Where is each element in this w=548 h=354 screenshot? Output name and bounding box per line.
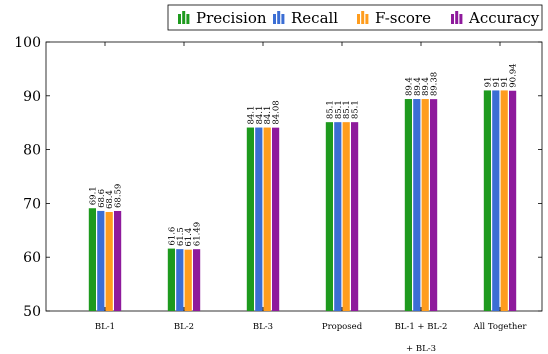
data-label: 85.1	[351, 100, 361, 119]
legend-swatch-bar	[273, 14, 276, 24]
bar-accuracy-1	[114, 210, 122, 311]
data-label: 69.1	[88, 186, 98, 205]
legend: Precision Recall F-score Accuracy	[167, 4, 543, 31]
bar-f-score-1	[105, 212, 113, 311]
data-label: 89.4	[413, 77, 423, 96]
x-category-label: BL-2	[174, 322, 194, 332]
bar-f-score-2	[184, 249, 192, 311]
data-label: 61.4	[184, 228, 194, 247]
bar-recall-2	[176, 249, 184, 311]
bar-accuracy-4	[351, 122, 359, 311]
legend-swatch-bar	[361, 11, 365, 24]
bar-recall-1	[97, 210, 105, 311]
bar-recall-3	[255, 127, 263, 312]
legend-swatch-bar	[182, 11, 186, 24]
data-label: 85.1	[342, 100, 352, 119]
bar-precision-5	[404, 99, 412, 311]
data-label: 89.4	[421, 77, 431, 96]
data-label: 89.38	[430, 72, 440, 96]
bar-precision-1	[88, 208, 96, 311]
data-label: 84.1	[263, 106, 273, 125]
legend-swatch-bar	[186, 14, 190, 24]
legend-label: Accuracy	[468, 9, 540, 27]
bar-accuracy-5	[430, 99, 438, 312]
y-tick-label: 80	[23, 143, 41, 159]
bar-accuracy-6	[509, 90, 517, 311]
data-label: 84.1	[246, 106, 256, 125]
legend-label: Precision	[196, 9, 267, 27]
data-label: 68.6	[97, 189, 107, 208]
x-category-label: + BL-3	[406, 344, 436, 354]
legend-swatch-bar	[365, 14, 369, 24]
bar-f-score-6	[500, 90, 508, 311]
bar-f-score-3	[263, 127, 271, 312]
legend-swatch-f-score	[357, 11, 369, 24]
data-label: 90.94	[509, 63, 519, 87]
legend-swatch-bar	[459, 14, 463, 24]
bar-recall-4	[334, 122, 342, 311]
data-label: 89.4	[404, 77, 414, 96]
bar-precision-3	[246, 127, 254, 312]
y-tick-label: 50	[23, 304, 41, 320]
plot-area: 506070809010069.168.668.468.59BL-161.661…	[14, 35, 543, 354]
data-label: 91	[500, 77, 510, 88]
bar-recall-5	[413, 99, 421, 311]
legend-label: F-score	[375, 9, 431, 27]
legend-swatch-bar	[357, 14, 360, 24]
legend-swatch-precision	[178, 11, 190, 24]
x-category-label: All Together	[473, 322, 528, 332]
data-label: 91	[483, 77, 493, 88]
legend-box	[167, 4, 543, 31]
legend-swatch-accuracy	[451, 11, 463, 24]
bar-f-score-5	[421, 99, 429, 311]
bar-accuracy-2	[193, 249, 201, 311]
bar-accuracy-3	[272, 127, 280, 311]
bar-precision-6	[483, 90, 491, 311]
y-tick-label: 60	[23, 250, 41, 266]
legend-swatch-bar	[277, 11, 281, 24]
bar-precision-2	[167, 248, 175, 311]
legend-swatch-bar	[281, 14, 285, 24]
x-category-label: BL-3	[253, 322, 273, 332]
data-label: 84.1	[255, 106, 265, 125]
bar-precision-4	[325, 122, 333, 311]
data-label: 61.6	[167, 227, 177, 246]
legend-swatch-bar	[178, 14, 181, 24]
legend-swatch-bar	[451, 14, 454, 24]
y-tick-label: 90	[23, 89, 41, 105]
y-tick-label: 100	[14, 35, 41, 51]
bar-f-score-4	[342, 122, 350, 311]
x-category-label: BL-1	[95, 322, 115, 332]
data-label: 61.5	[176, 227, 186, 246]
data-label: 68.59	[114, 184, 124, 208]
bar-recall-6	[492, 90, 500, 311]
legend-swatch-recall	[273, 11, 285, 24]
x-category-label: Proposed	[322, 322, 363, 332]
plot-frame	[45, 41, 543, 312]
data-label: 91	[492, 77, 502, 88]
legend-label: Recall	[291, 9, 338, 27]
data-label: 85.1	[325, 100, 335, 119]
x-category-label: BL-1 + BL-2	[395, 322, 448, 332]
data-label: 84.08	[272, 100, 282, 124]
y-tick-label: 70	[23, 196, 41, 212]
data-label: 68.4	[105, 190, 115, 209]
legend-swatch-bar	[455, 11, 459, 24]
data-label: 85.1	[334, 100, 344, 119]
data-label: 61.49	[193, 222, 203, 246]
